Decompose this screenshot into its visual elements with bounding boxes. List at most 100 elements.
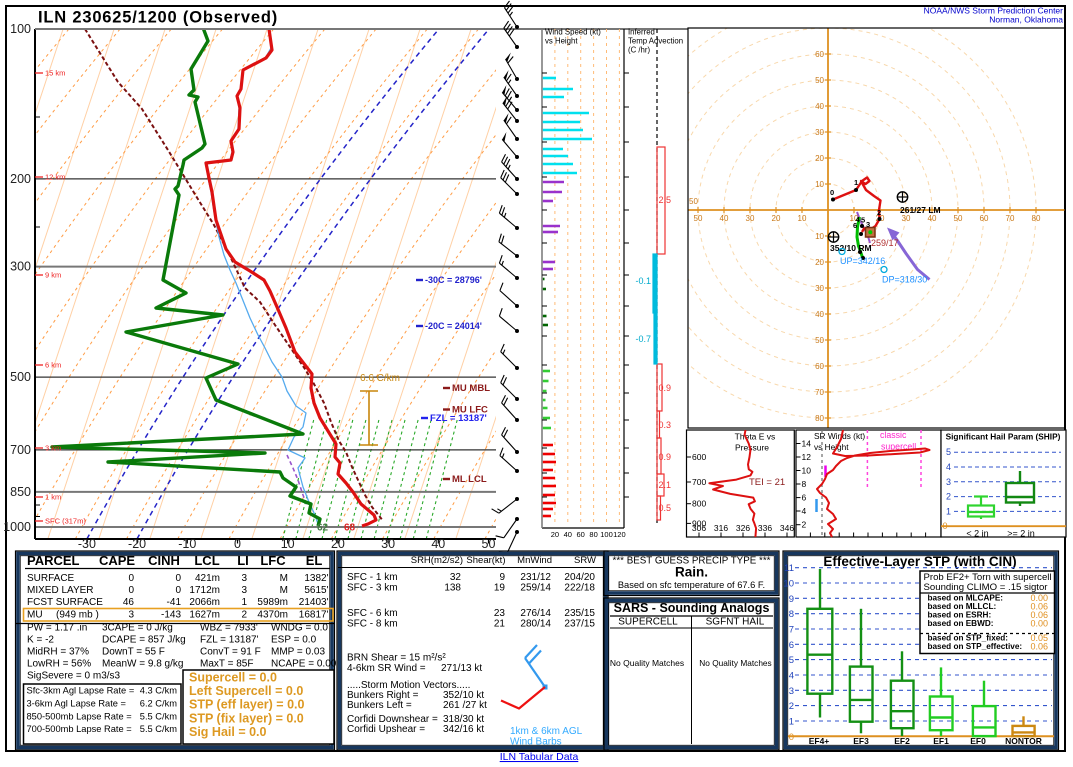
svg-text:LFC: LFC [260, 553, 286, 568]
svg-text:280/14: 280/14 [520, 619, 551, 630]
svg-text:FCST SURFACE: FCST SURFACE [27, 597, 103, 608]
svg-text:46: 46 [123, 597, 135, 608]
svg-text:SARS - Sounding Analogs: SARS - Sounding Analogs [614, 601, 770, 615]
svg-text:0.06: 0.06 [1030, 610, 1048, 620]
svg-text:MU LFC: MU LFC [452, 405, 488, 416]
svg-text:-30C = 28796': -30C = 28796' [425, 275, 482, 285]
svg-text:12 km: 12 km [45, 173, 65, 182]
svg-text:Sfc-3km Agl Lapse Rate =: Sfc-3km Agl Lapse Rate = [27, 686, 135, 696]
svg-text:3: 3 [241, 585, 247, 596]
svg-text:EF1: EF1 [933, 736, 949, 746]
svg-text:700: 700 [692, 477, 706, 487]
svg-text:326: 326 [736, 523, 750, 533]
svg-text:2: 2 [946, 492, 951, 502]
svg-text:10: 10 [802, 466, 812, 476]
svg-text:ILN 230625/1200 (Observed): ILN 230625/1200 (Observed) [38, 9, 278, 27]
svg-text:1382': 1382' [304, 573, 328, 584]
svg-text:4: 4 [789, 671, 794, 682]
svg-text:0.00: 0.00 [1030, 593, 1048, 603]
svg-text:30: 30 [381, 537, 395, 551]
svg-text:204/20: 204/20 [564, 572, 595, 583]
svg-text:200: 200 [10, 172, 31, 186]
svg-text:120: 120 [613, 530, 626, 539]
svg-text:Pressure: Pressure [735, 443, 769, 453]
svg-text:259/17: 259/17 [871, 238, 899, 248]
svg-text:0.05: 0.05 [1030, 633, 1048, 643]
svg-text:60: 60 [577, 530, 585, 539]
svg-text:336: 336 [758, 523, 772, 533]
svg-text:261 /27 kt: 261 /27 kt [443, 700, 487, 711]
svg-text:40: 40 [815, 102, 824, 111]
svg-text:NONTOR: NONTOR [1005, 736, 1042, 746]
svg-text:50: 50 [815, 76, 824, 85]
svg-text:SURFACE: SURFACE [27, 573, 75, 584]
svg-text:32: 32 [450, 572, 462, 583]
svg-text:19: 19 [494, 583, 506, 594]
svg-text:4: 4 [946, 462, 951, 472]
svg-text:classic: classic [880, 430, 907, 440]
svg-text:20: 20 [551, 530, 559, 539]
svg-text:6 km: 6 km [45, 361, 61, 370]
svg-text:0: 0 [128, 573, 134, 584]
svg-text:3CAPE = 0 J/kg: 3CAPE = 0 J/kg [102, 623, 173, 634]
svg-text:(C /hr): (C /hr) [628, 46, 650, 55]
svg-text:-10: -10 [178, 537, 196, 551]
svg-text:Corfidi Upshear =: Corfidi Upshear = [347, 724, 425, 735]
svg-text:352/10 kt: 352/10 kt [443, 690, 484, 701]
svg-text:ML LCL: ML LCL [452, 474, 487, 485]
svg-text:62: 62 [317, 523, 329, 534]
svg-text:< 2 in: < 2 in [966, 529, 988, 539]
svg-text:LCL: LCL [194, 553, 219, 568]
svg-text:Bunkers Left =: Bunkers Left = [347, 700, 412, 711]
svg-text:MU: MU [27, 610, 43, 621]
svg-text:21: 21 [494, 619, 506, 630]
svg-text:supercell: supercell [881, 442, 916, 452]
svg-text:9: 9 [789, 594, 794, 605]
svg-text:700-500mb Lapse Rate =: 700-500mb Lapse Rate = [27, 724, 132, 734]
svg-text:BRN Shear = 15 m²/s²: BRN Shear = 15 m²/s² [347, 653, 446, 664]
svg-text:259/14: 259/14 [520, 583, 551, 594]
svg-text:DCAPE = 857 J/kg: DCAPE = 857 J/kg [102, 635, 186, 646]
svg-text:3: 3 [241, 573, 247, 584]
svg-text:No Quality Matches: No Quality Matches [610, 658, 684, 668]
svg-text:60: 60 [980, 214, 989, 223]
svg-text:MMP = 0.03: MMP = 0.03 [271, 647, 325, 658]
svg-text:Corfidi Downshear =: Corfidi Downshear = [347, 714, 438, 725]
svg-text:STP (eff layer) = 0.0: STP (eff layer) = 0.0 [189, 698, 304, 712]
svg-text:Rain.: Rain. [675, 565, 708, 580]
svg-text:222/18: 222/18 [564, 583, 595, 594]
svg-text:-20C = 24014': -20C = 24014' [425, 321, 482, 331]
svg-text:346: 346 [780, 523, 794, 533]
svg-text:1km & 6km AGL: 1km & 6km AGL [510, 726, 583, 737]
svg-text:5: 5 [946, 447, 951, 457]
svg-text:421m: 421m [195, 573, 220, 584]
svg-text:2: 2 [802, 520, 807, 530]
svg-text:2.1: 2.1 [659, 480, 672, 490]
svg-text:60: 60 [815, 362, 824, 371]
svg-text:based on ESRH:: based on ESRH: [928, 611, 992, 620]
svg-text:2: 2 [789, 701, 794, 712]
svg-text:ConvT = 91 F: ConvT = 91 F [200, 647, 261, 658]
svg-text:Prob EF2+ Torn with supercell: Prob EF2+ Torn with supercell [924, 572, 1052, 583]
svg-text:14: 14 [802, 439, 812, 449]
svg-text:60: 60 [815, 50, 824, 59]
svg-text:30: 30 [815, 284, 824, 293]
svg-text:40: 40 [815, 310, 824, 319]
svg-text:70: 70 [815, 388, 824, 397]
svg-text:20: 20 [815, 258, 824, 267]
svg-text:DownT = 55 F: DownT = 55 F [102, 647, 165, 658]
svg-text:vs Height: vs Height [814, 442, 849, 452]
svg-text:EL: EL [306, 553, 323, 568]
svg-text:80: 80 [589, 530, 597, 539]
svg-text:Temp Advection: Temp Advection [628, 37, 683, 46]
svg-text:>= 2 in: >= 2 in [1007, 529, 1035, 539]
svg-text:0: 0 [234, 537, 241, 551]
svg-text:1: 1 [854, 178, 858, 187]
svg-text:SFC - 8 km: SFC - 8 km [347, 619, 398, 630]
svg-text:12: 12 [802, 452, 812, 462]
svg-text:DP=318/30: DP=318/30 [882, 275, 927, 285]
svg-text:Theta E vs: Theta E vs [735, 432, 776, 442]
svg-text:20: 20 [331, 537, 345, 551]
svg-text:CAPE: CAPE [99, 553, 135, 568]
svg-text:318/30 kt: 318/30 kt [443, 714, 484, 725]
